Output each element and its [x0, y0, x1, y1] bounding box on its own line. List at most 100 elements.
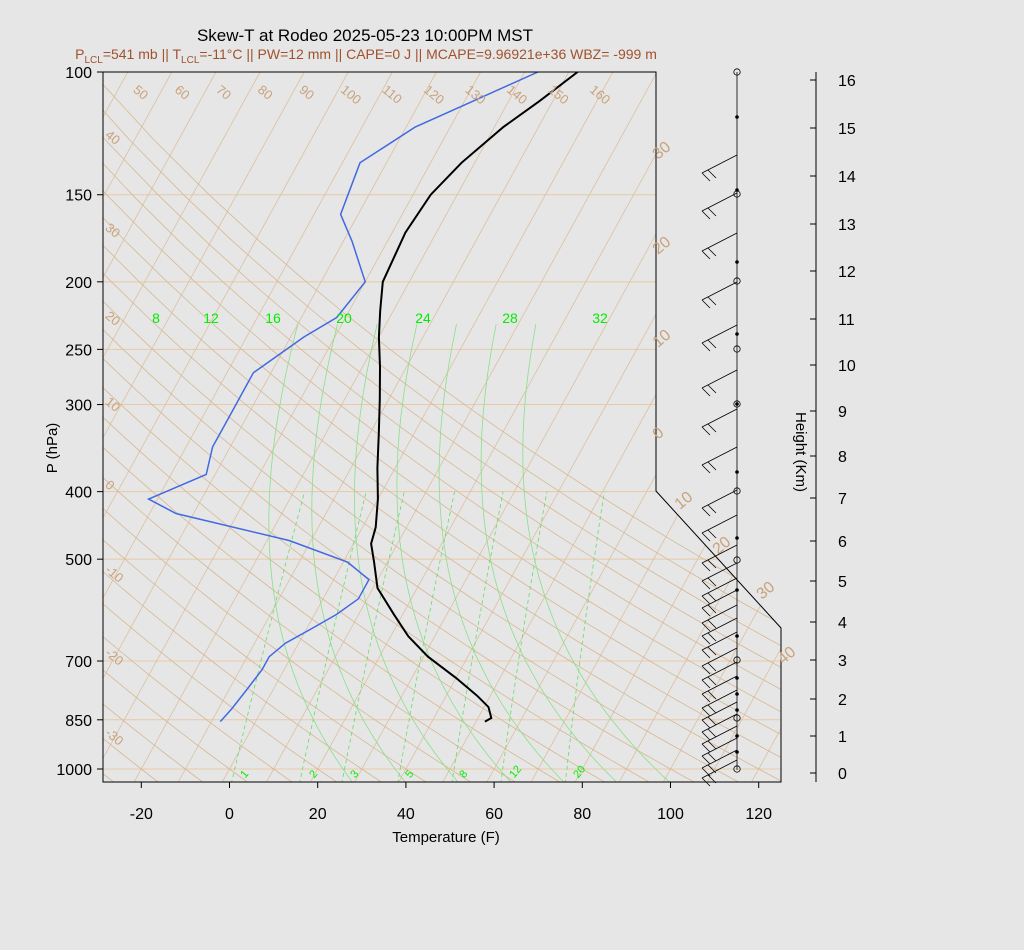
moist-adiabat-line	[522, 324, 672, 782]
barb-flag	[701, 777, 711, 787]
wind-barb	[701, 446, 738, 474]
barb-flag	[701, 210, 711, 220]
isotherm-line	[795, 72, 1024, 784]
barb-shaft	[701, 192, 738, 212]
barb-dot	[735, 536, 739, 540]
isotherm-line	[0, 72, 84, 784]
barb-flag	[701, 387, 711, 397]
wind-barb	[701, 737, 738, 765]
wind-barb	[701, 489, 738, 517]
isotherm-line	[1015, 72, 1024, 784]
height-tick-label: 12	[838, 264, 856, 281]
barb-shaft	[701, 232, 738, 252]
isotherm-line	[103, 72, 437, 782]
height-tick-label: 5	[838, 574, 847, 591]
barb-shaft	[701, 544, 738, 564]
grid-lines	[0, 72, 1024, 784]
calm-circle	[733, 487, 741, 495]
barb-shaft	[701, 514, 738, 534]
chart-subtitle: PLCL=541 mb || TLCL=-11°C || PW=12 mm ||…	[75, 46, 657, 66]
mixing-ratio-label: 24	[415, 310, 431, 326]
wind-barb	[701, 562, 738, 590]
isotherm-line	[103, 72, 349, 782]
plot-background	[103, 72, 781, 782]
isotherm-line	[103, 72, 481, 782]
barb-flag	[701, 595, 711, 605]
isotherm-line	[750, 72, 781, 782]
barb-flag	[707, 632, 717, 642]
height-tick-label: 0	[838, 766, 847, 783]
mixing-ratio-label: 12	[203, 310, 219, 326]
mixing-ratio-line	[299, 491, 367, 782]
barb-flag	[707, 384, 717, 394]
mixing-ratio-line	[230, 491, 305, 782]
barb-shaft	[701, 562, 738, 582]
y-tick-label: 150	[65, 188, 92, 205]
dry-adiabat-line	[103, 72, 781, 782]
barb-shaft	[701, 701, 738, 721]
barb-shaft	[701, 489, 738, 509]
barb-shaft	[701, 759, 738, 779]
barb-flag	[701, 743, 711, 753]
calm-circle	[733, 765, 741, 773]
isotherm-line	[839, 72, 1024, 784]
barb-flag	[701, 532, 711, 542]
dry-adiabat-line	[103, 72, 742, 782]
isotherm-line	[971, 72, 1024, 784]
calm-circle	[733, 556, 741, 564]
barb-dot	[735, 332, 739, 336]
calm-circle	[733, 656, 741, 664]
wind-barb	[701, 661, 738, 689]
height-tick-label: 1	[838, 729, 847, 746]
isotherm-line	[132, 72, 526, 782]
barb-shaft	[701, 577, 738, 597]
barb-shaft	[701, 675, 738, 695]
y-axis-label: P (hPa)	[44, 423, 61, 474]
barb-flag	[701, 562, 711, 572]
dry-adiabat-line	[103, 72, 781, 782]
height-tick-label: 13	[838, 217, 856, 234]
wind-barb	[701, 713, 738, 741]
barb-flag	[701, 649, 711, 659]
barb-shaft	[701, 369, 738, 389]
dry-adiabat-line	[103, 72, 385, 782]
barb-flag	[707, 577, 717, 587]
dry-adiabat-line	[103, 72, 429, 782]
dry-adiabat-line	[103, 72, 340, 782]
barb-flag	[707, 247, 717, 257]
barb-dot	[735, 750, 739, 754]
y-tick-label: 400	[65, 485, 92, 502]
wind-barb	[701, 675, 738, 703]
barb-dot	[735, 115, 739, 119]
profile-lines	[146, 72, 579, 723]
isotherm-line	[103, 72, 217, 782]
moist-adiabat-line	[354, 324, 460, 782]
wind-barb	[701, 617, 738, 645]
y-tick-label: 500	[65, 552, 92, 569]
isotherm-line	[103, 72, 393, 782]
dry-adiabat-line	[103, 72, 781, 782]
wind-barb	[701, 725, 738, 753]
x-tick-label: 0	[225, 806, 234, 823]
barb-flag	[701, 622, 711, 632]
barb-shaft	[701, 154, 738, 174]
barb-dot	[735, 676, 739, 680]
dry-adiabat-line	[103, 72, 781, 782]
dry-adiabat-line	[103, 72, 206, 782]
barb-dot	[735, 692, 739, 696]
temperature-axis: -20 0 20 40 60 80 100 120	[130, 782, 772, 823]
barb-shaft	[701, 324, 738, 344]
barb-shaft	[701, 661, 738, 681]
wind-barb	[701, 689, 738, 717]
barb-flag	[701, 342, 711, 352]
height-tick-label: 15	[838, 121, 856, 138]
wind-barb	[701, 369, 738, 397]
dry-adiabat-line	[103, 72, 564, 782]
dewpoint-profile	[146, 72, 539, 723]
moist-adiabat-line	[311, 324, 407, 782]
dry-adiabat-line	[103, 72, 295, 782]
barb-shaft	[701, 604, 738, 624]
barb-flag	[701, 607, 711, 617]
height-tick-label: 14	[838, 169, 856, 186]
